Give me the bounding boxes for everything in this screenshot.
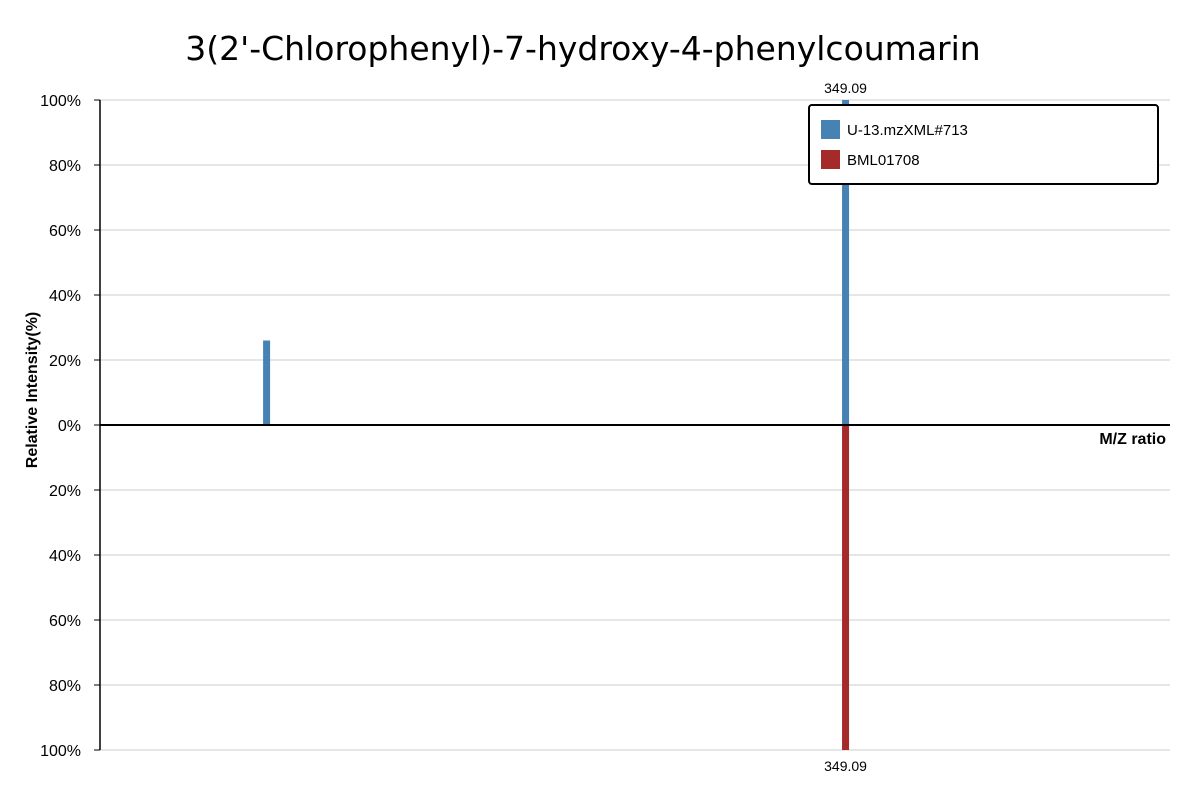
- y-tick-label: 60%: [49, 223, 81, 240]
- chart-title: 3(2'-Chlorophenyl)-7-hydroxy-4-phenylcou…: [185, 29, 980, 68]
- y-tick-label: 100%: [40, 93, 81, 110]
- legend-label: U-13.mzXML#713: [847, 122, 968, 139]
- peak-bars: [263, 100, 850, 750]
- peak-label: 349.09: [824, 80, 867, 96]
- grid-lines: [100, 99, 1170, 751]
- peak-bar: [842, 425, 850, 750]
- peak-bar: [263, 340, 271, 425]
- y-tick-label: 0%: [58, 418, 81, 435]
- legend-swatch: [821, 150, 840, 169]
- peak-labels: 349.09 349.09: [824, 80, 867, 774]
- legend-swatch: [821, 120, 840, 139]
- y-tick-label: 80%: [49, 158, 81, 175]
- legend-box: [808, 104, 1159, 185]
- y-tick-label: 40%: [49, 548, 81, 565]
- y-tick-label: 100%: [40, 743, 81, 760]
- axes: [99, 100, 1170, 750]
- legend: U-13.mzXML#713 BML01708: [808, 104, 1159, 185]
- peak-bar: [842, 100, 850, 425]
- y-tick-label: 20%: [49, 483, 81, 500]
- y-axis-title: Relative Intensity(%): [24, 312, 41, 468]
- x-axis-title: M/Z ratio: [1099, 431, 1166, 448]
- y-tick-label: 40%: [49, 288, 81, 305]
- y-tick-label: 60%: [49, 613, 81, 630]
- y-axis-ticks: 100% 80% 60% 40% 20% 0% 20% 40% 60% 80% 100%: [40, 93, 100, 760]
- y-tick-label: 80%: [49, 678, 81, 695]
- y-tick-label: 20%: [49, 353, 81, 370]
- legend-label: BML01708: [847, 152, 920, 169]
- peak-label: 349.09: [824, 758, 867, 774]
